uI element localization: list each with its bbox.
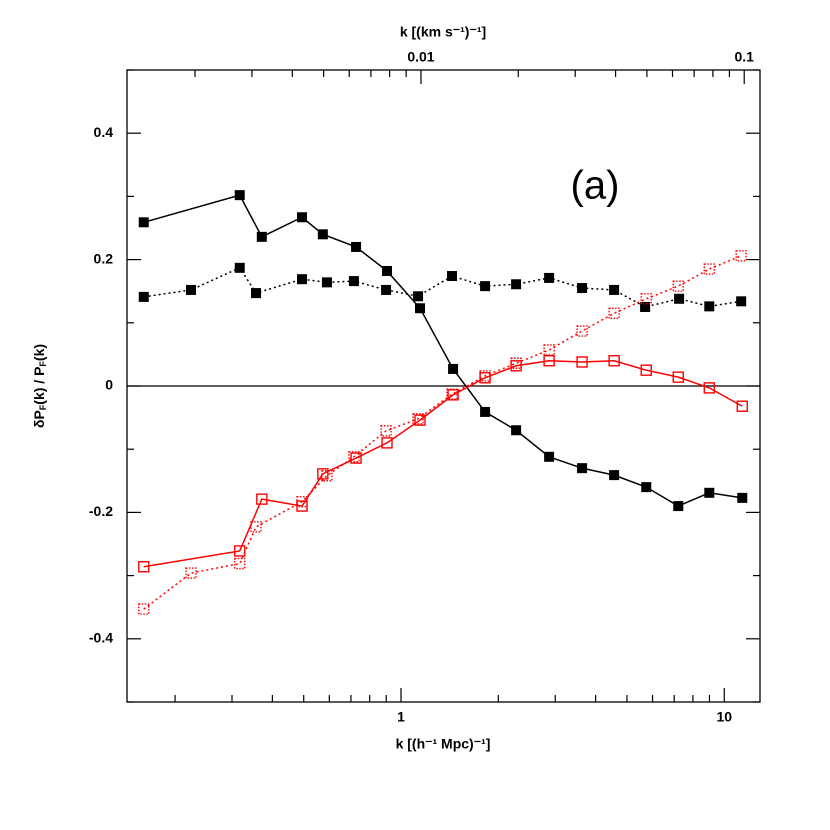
series-line: [143, 194, 743, 507]
series-line: [143, 359, 743, 568]
data-marker: [704, 301, 715, 312]
data-marker: [703, 263, 715, 275]
data-marker: [510, 360, 522, 372]
x-tick-label: 10: [716, 709, 732, 725]
y-label-part: (k) / P: [31, 367, 47, 405]
series-line: [143, 255, 742, 610]
data-marker: [608, 307, 620, 320]
data-marker: [138, 217, 149, 228]
data-marker: [414, 414, 426, 426]
panel-annotation: (a): [571, 164, 620, 208]
data-marker: [138, 561, 150, 573]
data-marker: [138, 603, 150, 615]
x-tick-label: 1: [397, 709, 405, 725]
y-label-part: F: [38, 404, 48, 410]
data-marker: [640, 293, 652, 305]
data-marker: [737, 492, 748, 503]
series-line: [143, 266, 742, 308]
data-marker: [577, 463, 588, 474]
data-marker: [674, 293, 685, 304]
y-label-part: δP: [31, 410, 47, 428]
y-label-part: (k): [31, 344, 47, 361]
data-marker: [381, 437, 393, 449]
data-marker: [672, 371, 684, 383]
data-marker: [640, 302, 651, 312]
data-marker: [544, 451, 555, 462]
data-marker: [576, 325, 588, 337]
data-marker: [448, 363, 459, 374]
data-marker: [381, 284, 392, 295]
data-marker: [480, 406, 491, 417]
data-marker: [380, 425, 392, 437]
data-marker: [296, 495, 308, 508]
data-marker: [234, 557, 246, 570]
data-marker: [735, 250, 747, 262]
data-marker: [256, 493, 268, 505]
data-marker: [673, 501, 684, 512]
y-tick-label: -0.4: [89, 630, 113, 646]
data-marker: [317, 229, 328, 240]
x2-tick-label: 0.1: [734, 49, 754, 65]
data-marker: [251, 288, 262, 299]
data-marker: [297, 212, 308, 223]
y-tick-label: 0.2: [94, 250, 114, 266]
data-marker: [479, 370, 491, 382]
data-marker: [321, 470, 333, 482]
y-label-part: F: [38, 361, 48, 367]
data-marker: [138, 291, 149, 302]
data-marker: [447, 271, 458, 282]
plot-area: [138, 190, 748, 615]
data-marker: [736, 400, 748, 412]
data-marker: [641, 482, 652, 493]
data-marker: [544, 272, 555, 283]
data-marker: [348, 276, 359, 287]
data-marker: [446, 388, 458, 400]
data-marker: [234, 262, 245, 273]
data-marker: [543, 344, 555, 356]
data-marker: [510, 357, 522, 369]
data-marker: [185, 284, 196, 295]
data-marker: [348, 451, 360, 463]
data-marker: [480, 281, 491, 292]
y-tick-label: 0: [105, 377, 113, 393]
data-marker: [576, 356, 588, 368]
data-marker: [351, 241, 362, 252]
data-marker: [672, 280, 684, 292]
y-tick-label: 0.4: [94, 124, 114, 140]
x2-tick-label: 0.01: [407, 49, 434, 65]
data-marker: [250, 521, 262, 533]
data-marker: [350, 452, 362, 464]
data-marker: [413, 291, 424, 302]
data-marker: [511, 279, 522, 290]
data-marker: [317, 468, 329, 480]
data-marker: [297, 274, 308, 285]
data-marker: [577, 283, 588, 294]
data-marker: [234, 545, 246, 557]
data-marker: [609, 470, 620, 481]
data-marker: [382, 265, 393, 276]
data-marker: [609, 284, 620, 295]
data-marker: [703, 382, 715, 394]
data-marker: [608, 355, 620, 367]
data-marker: [640, 364, 652, 376]
data-marker: [704, 487, 715, 498]
y-tick-label: -0.2: [89, 503, 113, 519]
data-marker: [543, 355, 555, 367]
data-marker: [736, 296, 747, 307]
x-axis-label: k [(h⁻¹ Mpc)⁻¹]: [396, 736, 491, 752]
data-marker: [321, 277, 332, 288]
data-marker: [511, 425, 522, 436]
data-marker: [234, 190, 245, 201]
x2-axis-label: k [(km s⁻¹)⁻¹]: [400, 24, 486, 40]
data-marker: [185, 567, 197, 579]
data-marker: [256, 231, 267, 242]
data-marker: [412, 413, 424, 425]
data-marker: [415, 303, 426, 314]
y-axis-label: δPF(k) / PF(k): [31, 344, 49, 428]
